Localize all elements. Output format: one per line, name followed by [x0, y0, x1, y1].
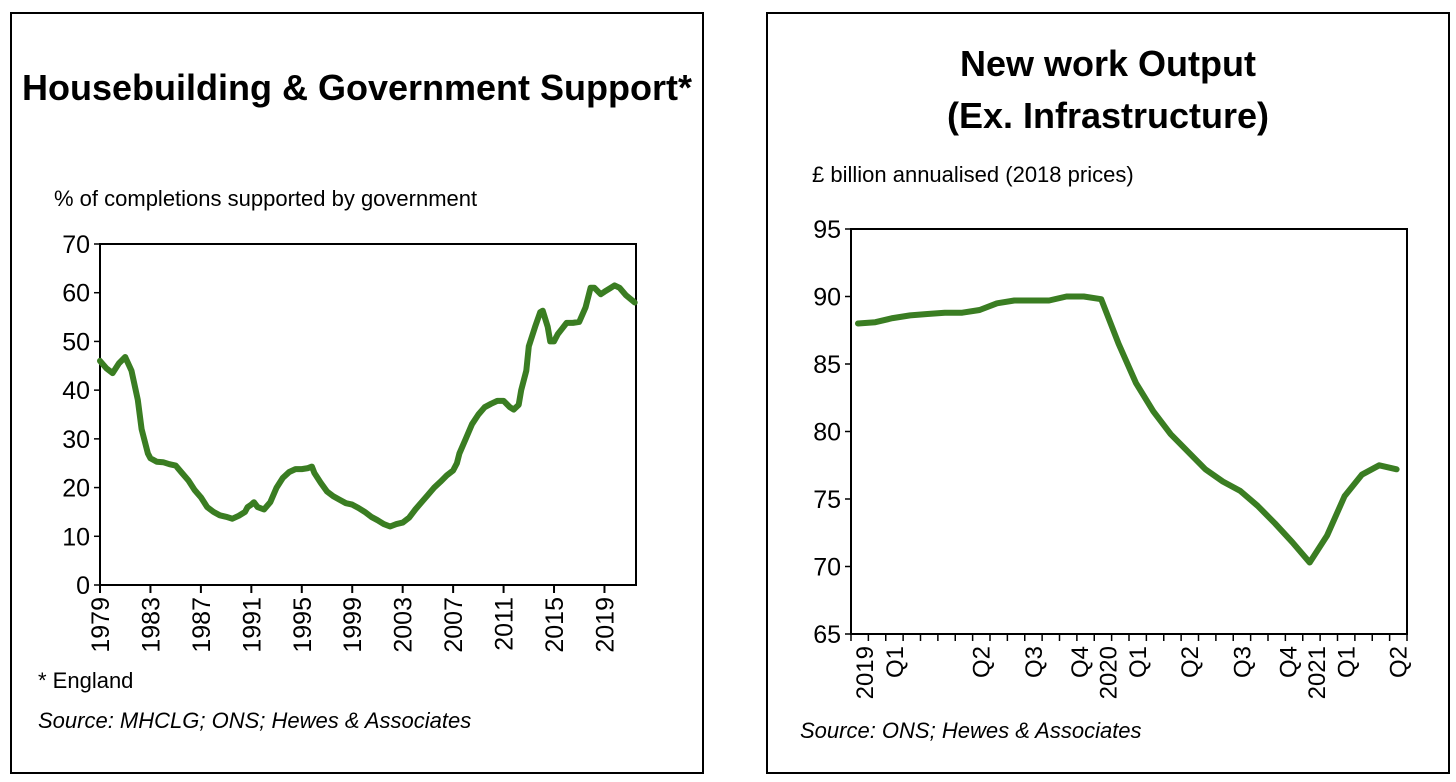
new-work-output-chart-panel: New work Output (Ex. Infrastructure) £ b…: [766, 12, 1450, 774]
chart-title: Housebuilding & Government Support*: [21, 67, 692, 108]
y-tick-label: 70: [813, 554, 841, 582]
y-tick-label: 50: [62, 328, 90, 356]
y-axis-label: % of completions supported by government: [54, 186, 478, 211]
x-tick-label: 1987: [188, 597, 216, 653]
x-tick-label: Q3: [1021, 646, 1048, 678]
x-tick-label: 2011: [491, 597, 519, 651]
y-tick-label: 30: [62, 426, 90, 454]
x-tick-year-label: 2021: [1304, 646, 1331, 699]
y-axis-label: £ billion annualised (2018 prices): [812, 162, 1134, 187]
x-tick-label: Q1: [1125, 646, 1152, 678]
x-tick-label: 2019: [591, 597, 619, 653]
y-tick-label: 75: [813, 486, 841, 514]
y-tick-label: 70: [62, 231, 90, 259]
y-tick-label: 80: [813, 419, 841, 447]
y-tick-label: 65: [813, 621, 841, 649]
x-tick-label: Q4: [1067, 646, 1094, 678]
x-tick-label: 1991: [238, 597, 266, 653]
x-tick-label: 1995: [289, 597, 317, 653]
x-tick-label: 1983: [137, 597, 165, 653]
x-tick-label: Q4: [1275, 646, 1302, 678]
x-tick-label: Q1: [882, 646, 909, 678]
x-tick-year-label: 2020: [1095, 646, 1122, 699]
x-tick-label: 2015: [541, 597, 569, 653]
x-tick-label: 2007: [440, 597, 468, 653]
x-tick-year-label: 2019: [852, 646, 879, 699]
plot-area: [99, 243, 637, 586]
x-tick-label: Q2: [1177, 646, 1204, 678]
x-tick-label: 2003: [390, 597, 418, 653]
x-tick-label: Q1: [1334, 646, 1361, 678]
data-line: [97, 282, 638, 530]
y-tick-label: 95: [813, 216, 841, 244]
data-line: [855, 293, 1400, 566]
y-tick-label: 90: [813, 284, 841, 312]
x-tick-label: Q3: [1229, 646, 1256, 678]
housebuilding-plot: 0 10 20 30 40 50 60 70 1979 1983 1987 1991 1995 1999 2…: [62, 231, 638, 653]
x-tick-label: 1979: [87, 597, 115, 653]
housebuilding-chart-panel: Housebuilding & Government Support* % of…: [10, 12, 704, 774]
y-tick-label: 0: [76, 572, 90, 600]
plot-area: [850, 228, 1408, 635]
x-tick-label: Q2: [1386, 646, 1413, 678]
y-tick-label: 60: [62, 280, 90, 308]
x-tick-label: 1999: [339, 597, 367, 653]
y-tick-label: 10: [62, 523, 90, 551]
y-tick-label: 20: [62, 475, 90, 503]
chart-title-line-2: (Ex. Infrastructure): [946, 95, 1270, 136]
chart-title-line-1: New work Output: [960, 43, 1256, 84]
y-tick-label: 40: [62, 377, 90, 405]
y-tick-label: 85: [813, 351, 841, 379]
source-note: Source: MHCLG; ONS; Hewes & Associates: [38, 708, 472, 733]
footnote: * England: [38, 668, 134, 693]
x-tick-label: Q2: [969, 646, 996, 678]
source-note: Source: ONS; Hewes & Associates: [800, 718, 1142, 743]
